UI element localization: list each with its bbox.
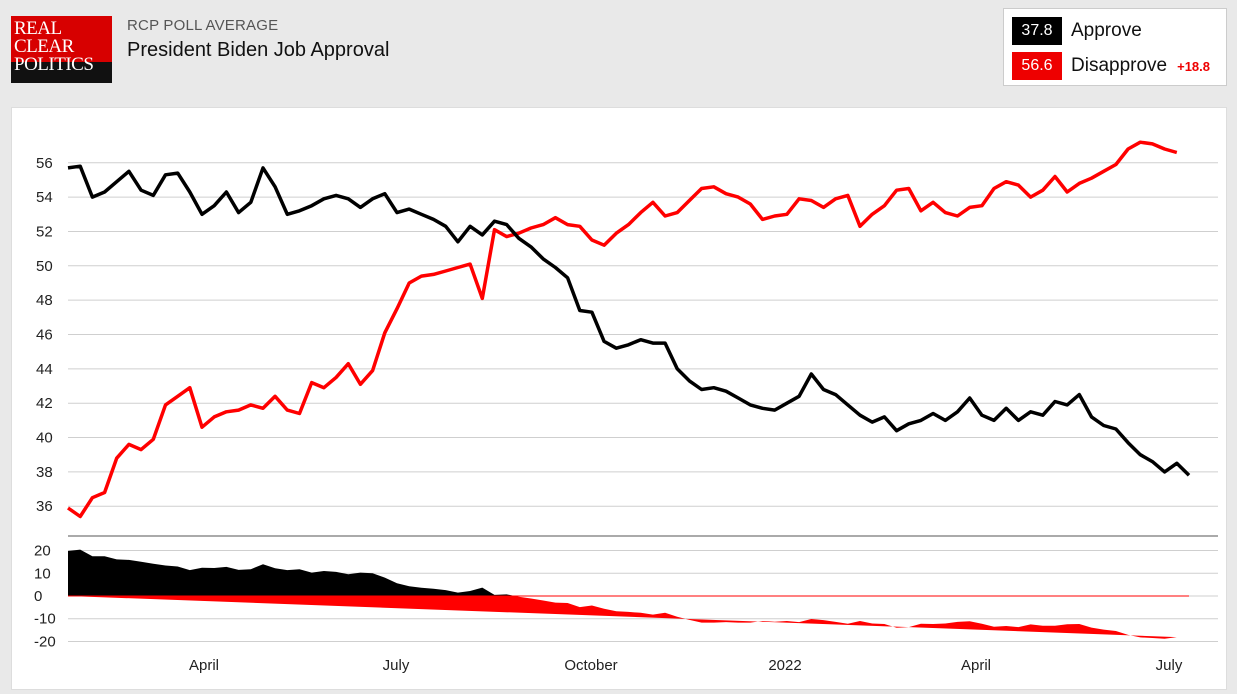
y-tick-label: 54: [36, 189, 53, 206]
x-tick-label: April: [961, 657, 991, 674]
spread-tick-label: 0: [34, 588, 42, 605]
x-tick-label: October: [564, 657, 617, 674]
y-tick-label: 56: [36, 155, 53, 172]
legend-approve[interactable]: 37.8 Approve: [1012, 17, 1142, 45]
legend: 37.8 Approve 56.6 Disapprove +18.8: [1003, 8, 1227, 86]
poll-kicker: RCP POLL AVERAGE: [127, 17, 279, 34]
spread-area-negative: [68, 596, 1177, 639]
x-tick-label: 2022: [768, 657, 801, 674]
approve-value: 37.8: [1012, 17, 1062, 45]
y-tick-label: 52: [36, 223, 53, 240]
series-line-approve[interactable]: [67, 164, 1191, 477]
spread-tick-label: -10: [34, 611, 56, 628]
x-tick-label: July: [383, 657, 410, 674]
x-tick-label: July: [1156, 657, 1183, 674]
y-tick-label: 46: [36, 327, 53, 344]
y-tick-label: 36: [36, 498, 53, 515]
y-tick-label: 42: [36, 395, 53, 412]
main-y-ticks: 56 54 52 50 48 46 44 42 40 38 36: [36, 155, 53, 515]
spread-areas: [68, 549, 1189, 639]
series-line-disapprove[interactable]: [66, 140, 1178, 519]
spread-tick-label: -20: [34, 633, 56, 650]
x-tick-label: April: [189, 657, 219, 674]
logo-line-1: REAL: [14, 18, 62, 39]
y-tick-label: 48: [36, 292, 53, 309]
logo-line-2: CLEAR: [14, 36, 74, 57]
header: REAL CLEAR POLITICS RCP POLL AVERAGE Pre…: [0, 0, 1237, 100]
series-lines: [66, 140, 1191, 519]
y-tick-label: 44: [36, 361, 53, 378]
spread-tick-label: 10: [34, 565, 51, 582]
legend-disapprove[interactable]: 56.6 Disapprove +18.8: [1012, 52, 1210, 80]
spread-y-ticks: 20 10 0 -10 -20: [34, 543, 56, 651]
disapprove-value: 56.6: [1012, 52, 1062, 80]
spread-tick-label: 20: [34, 543, 51, 560]
x-ticks: April July October 2022 April July: [189, 657, 1183, 674]
logo-line-3: POLITICS: [14, 54, 94, 75]
y-tick-label: 38: [36, 464, 53, 481]
y-tick-label: 50: [36, 258, 53, 275]
rcp-logo[interactable]: REAL CLEAR POLITICS: [11, 16, 112, 83]
approve-label: Approve: [1071, 20, 1142, 41]
y-tick-label: 40: [36, 430, 53, 447]
logo-band: [11, 62, 112, 83]
disapprove-label: Disapprove: [1071, 55, 1168, 76]
spread-value: +18.8: [1177, 58, 1211, 74]
main-grid: [68, 162, 1218, 537]
spread-area-positive: [68, 549, 1177, 596]
page-title: President Biden Job Approval: [127, 39, 390, 61]
